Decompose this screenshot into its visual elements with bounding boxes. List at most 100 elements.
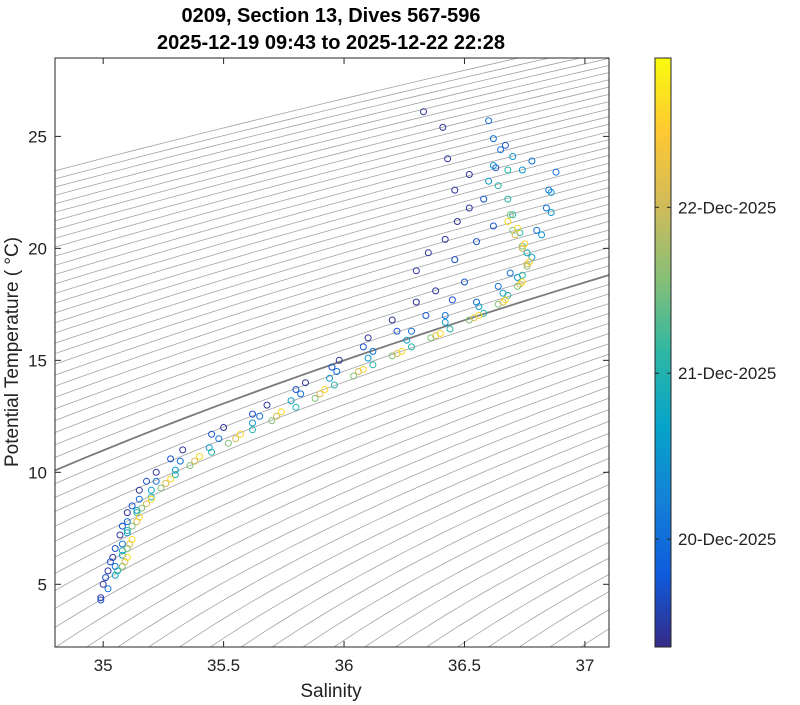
data-point (441, 318, 449, 326)
isopycnal-line (55, 247, 609, 433)
isopycnal-line (55, 333, 609, 558)
isopycnal-line (55, 203, 609, 376)
data-point (287, 397, 295, 405)
isopycnal-line (55, 353, 609, 592)
data-point (333, 368, 341, 375)
data-point (542, 204, 550, 212)
isopycnal-line (425, 541, 609, 647)
isopycnal-line (55, 229, 609, 410)
data-point (350, 372, 358, 380)
data-point (208, 448, 216, 456)
isopycnal-line (55, 303, 609, 513)
y-tick-label: 10 (28, 463, 47, 482)
data-point (523, 249, 531, 257)
data-point (359, 365, 367, 373)
data-point (480, 195, 488, 203)
x-tick-label: 36 (335, 656, 354, 675)
data-point (388, 316, 396, 324)
data-point (518, 271, 526, 279)
isopycnal-line (487, 573, 609, 647)
data-point (268, 417, 276, 425)
data-point (232, 435, 240, 443)
data-point (128, 536, 136, 543)
isopycnal-line (55, 139, 609, 294)
chart-title-line-1: 0209, Section 13, Dives 567-596 (181, 5, 480, 27)
x-tick-label: 35.5 (207, 656, 240, 675)
data-point (473, 238, 480, 246)
data-point (215, 435, 223, 443)
data-point (249, 426, 256, 434)
data-point (514, 224, 521, 232)
data-point (186, 462, 194, 470)
data-point (420, 108, 427, 116)
data-point (328, 363, 336, 371)
isopycnal-line (55, 386, 609, 647)
data-point (518, 242, 526, 250)
data-point (538, 231, 546, 239)
data-point (364, 354, 372, 362)
y-tick-label: 5 (38, 575, 47, 594)
isopycnal-line (55, 58, 582, 188)
data-point (509, 211, 517, 219)
data-point (162, 480, 170, 487)
data-point (441, 312, 449, 319)
data-point (552, 168, 560, 176)
isopycnal-line (55, 322, 609, 542)
x-axis-ticks: 35 35.5 36 36.5 37 (94, 58, 594, 675)
data-point (128, 522, 136, 530)
data-point (237, 430, 244, 438)
data-point (393, 327, 401, 335)
x-axis-label: Salinity (300, 681, 362, 702)
isopycnal-line (333, 497, 609, 647)
data-point (111, 545, 119, 552)
data-point (439, 123, 447, 131)
data-point (135, 513, 143, 521)
isopycnal-line (55, 79, 609, 222)
data-point (451, 256, 459, 264)
y-tick-label: 20 (28, 239, 47, 258)
data-point (191, 457, 199, 465)
y-tick-label: 15 (28, 351, 47, 370)
isopycnal-line (456, 557, 609, 647)
data-point (123, 553, 131, 561)
data-point (526, 258, 533, 266)
plot-frame (54, 57, 610, 648)
data-point (114, 567, 122, 575)
isopycnal-line (55, 72, 609, 213)
isopycnal-line (55, 58, 520, 172)
isopycnal-line (55, 58, 609, 196)
isopycnal-line (55, 195, 609, 365)
data-point (157, 484, 165, 492)
data-point (135, 486, 143, 494)
data-point (485, 177, 493, 185)
data-point (326, 374, 334, 382)
data-point (196, 453, 203, 461)
data-point (465, 171, 473, 178)
data-point (441, 235, 449, 243)
data-point (521, 240, 529, 248)
isopycnal-line (55, 123, 609, 275)
data-point (249, 419, 256, 427)
data-point (297, 390, 305, 398)
data-point (171, 471, 179, 479)
colorbar: 20-Dec-2025 21-Dec-2025 22-Dec-2025 (654, 57, 776, 648)
data-point (104, 567, 112, 575)
data-point (518, 166, 526, 174)
data-point (461, 278, 468, 286)
data-point (494, 282, 502, 290)
colorbar-tick-label: 20-Dec-2025 (678, 530, 776, 549)
colorbar-ticks: 20-Dec-2025 21-Dec-2025 22-Dec-2025 (655, 198, 776, 549)
isopycnal-line (55, 86, 609, 230)
data-point (408, 327, 415, 335)
y-axis-label: Potential Temperature ( °C) (2, 237, 23, 467)
data-point (403, 336, 411, 344)
isopycnal-line (209, 445, 609, 647)
isopycnal-line (302, 484, 609, 647)
data-point (292, 403, 300, 411)
data-point (547, 209, 555, 216)
data-point (277, 408, 285, 416)
colorbar-tick-label: 22-Dec-2025 (678, 198, 776, 217)
data-point (547, 188, 555, 196)
isopycnal-line (55, 187, 609, 355)
isopycnal-line (55, 131, 609, 285)
